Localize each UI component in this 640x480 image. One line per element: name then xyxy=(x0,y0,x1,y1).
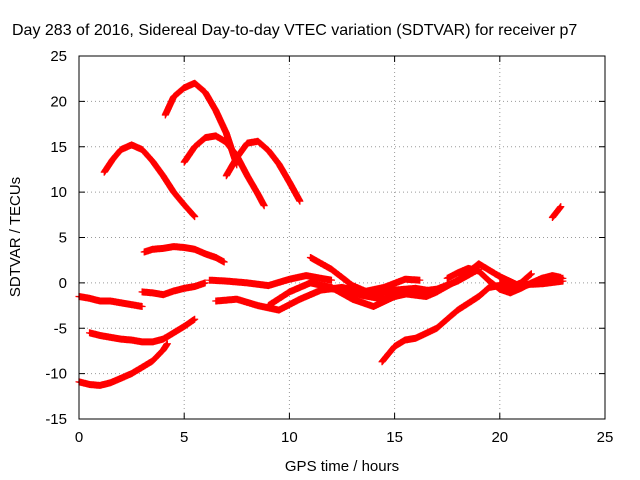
data-series-layer xyxy=(75,79,567,389)
y-tick-label: 20 xyxy=(50,93,67,110)
data-points xyxy=(317,283,441,303)
y-tick-label: -15 xyxy=(45,411,67,428)
grid-lines xyxy=(79,56,605,419)
series-arc-10 xyxy=(138,279,209,299)
x-axis-label: GPS time / hours xyxy=(285,458,399,475)
data-points xyxy=(205,272,335,290)
y-tick-label: 15 xyxy=(50,139,67,156)
data-points xyxy=(100,141,199,221)
series-arc-01 xyxy=(161,79,241,169)
series-arc-04 xyxy=(222,137,304,205)
series-arc-16 xyxy=(443,264,565,297)
y-tick-label: -10 xyxy=(45,366,67,383)
x-tick-label: 5 xyxy=(180,429,188,446)
data-points xyxy=(443,264,565,297)
data-points xyxy=(75,293,146,310)
series-arc-05 xyxy=(548,203,565,221)
x-tick-label: 10 xyxy=(281,429,298,446)
y-tick-label: 5 xyxy=(59,230,67,247)
x-tick-label: 25 xyxy=(597,429,614,446)
data-points xyxy=(222,137,304,205)
plot-frame xyxy=(78,55,606,420)
data-points xyxy=(496,270,535,291)
y-tick-label: 25 xyxy=(50,48,67,65)
data-points xyxy=(75,340,171,389)
data-points xyxy=(161,79,241,169)
y-tick-label: 0 xyxy=(59,275,67,292)
series-arc-06 xyxy=(140,243,228,266)
data-points xyxy=(86,315,199,346)
x-tick-label: 20 xyxy=(491,429,508,446)
series-arc-07 xyxy=(75,293,146,310)
series-arc-08 xyxy=(86,315,199,346)
series-arc-09 xyxy=(75,340,171,389)
series-arc-11 xyxy=(205,272,335,290)
y-tick-label: -5 xyxy=(54,320,67,337)
data-points xyxy=(548,203,565,221)
x-tick-label: 15 xyxy=(386,429,403,446)
data-points xyxy=(140,243,228,266)
data-points xyxy=(138,279,209,299)
y-axis-label: SDTVAR / TECUs xyxy=(7,177,24,297)
axis-ticks: 0 5 10 15 20 25 -15 -10 -5 0 5 10 15 20 25 xyxy=(45,48,613,446)
x-tick-label: 0 xyxy=(75,429,83,446)
chart-title: Day 283 of 2016, Sidereal Day-to-day VTE… xyxy=(12,22,577,39)
y-tick-label: 10 xyxy=(50,184,67,201)
series-arc-02 xyxy=(100,141,199,221)
series-arc-17 xyxy=(317,283,441,303)
series-arc-18 xyxy=(496,270,535,291)
